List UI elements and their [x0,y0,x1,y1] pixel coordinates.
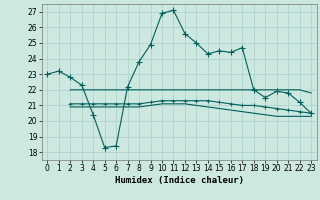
X-axis label: Humidex (Indice chaleur): Humidex (Indice chaleur) [115,176,244,185]
